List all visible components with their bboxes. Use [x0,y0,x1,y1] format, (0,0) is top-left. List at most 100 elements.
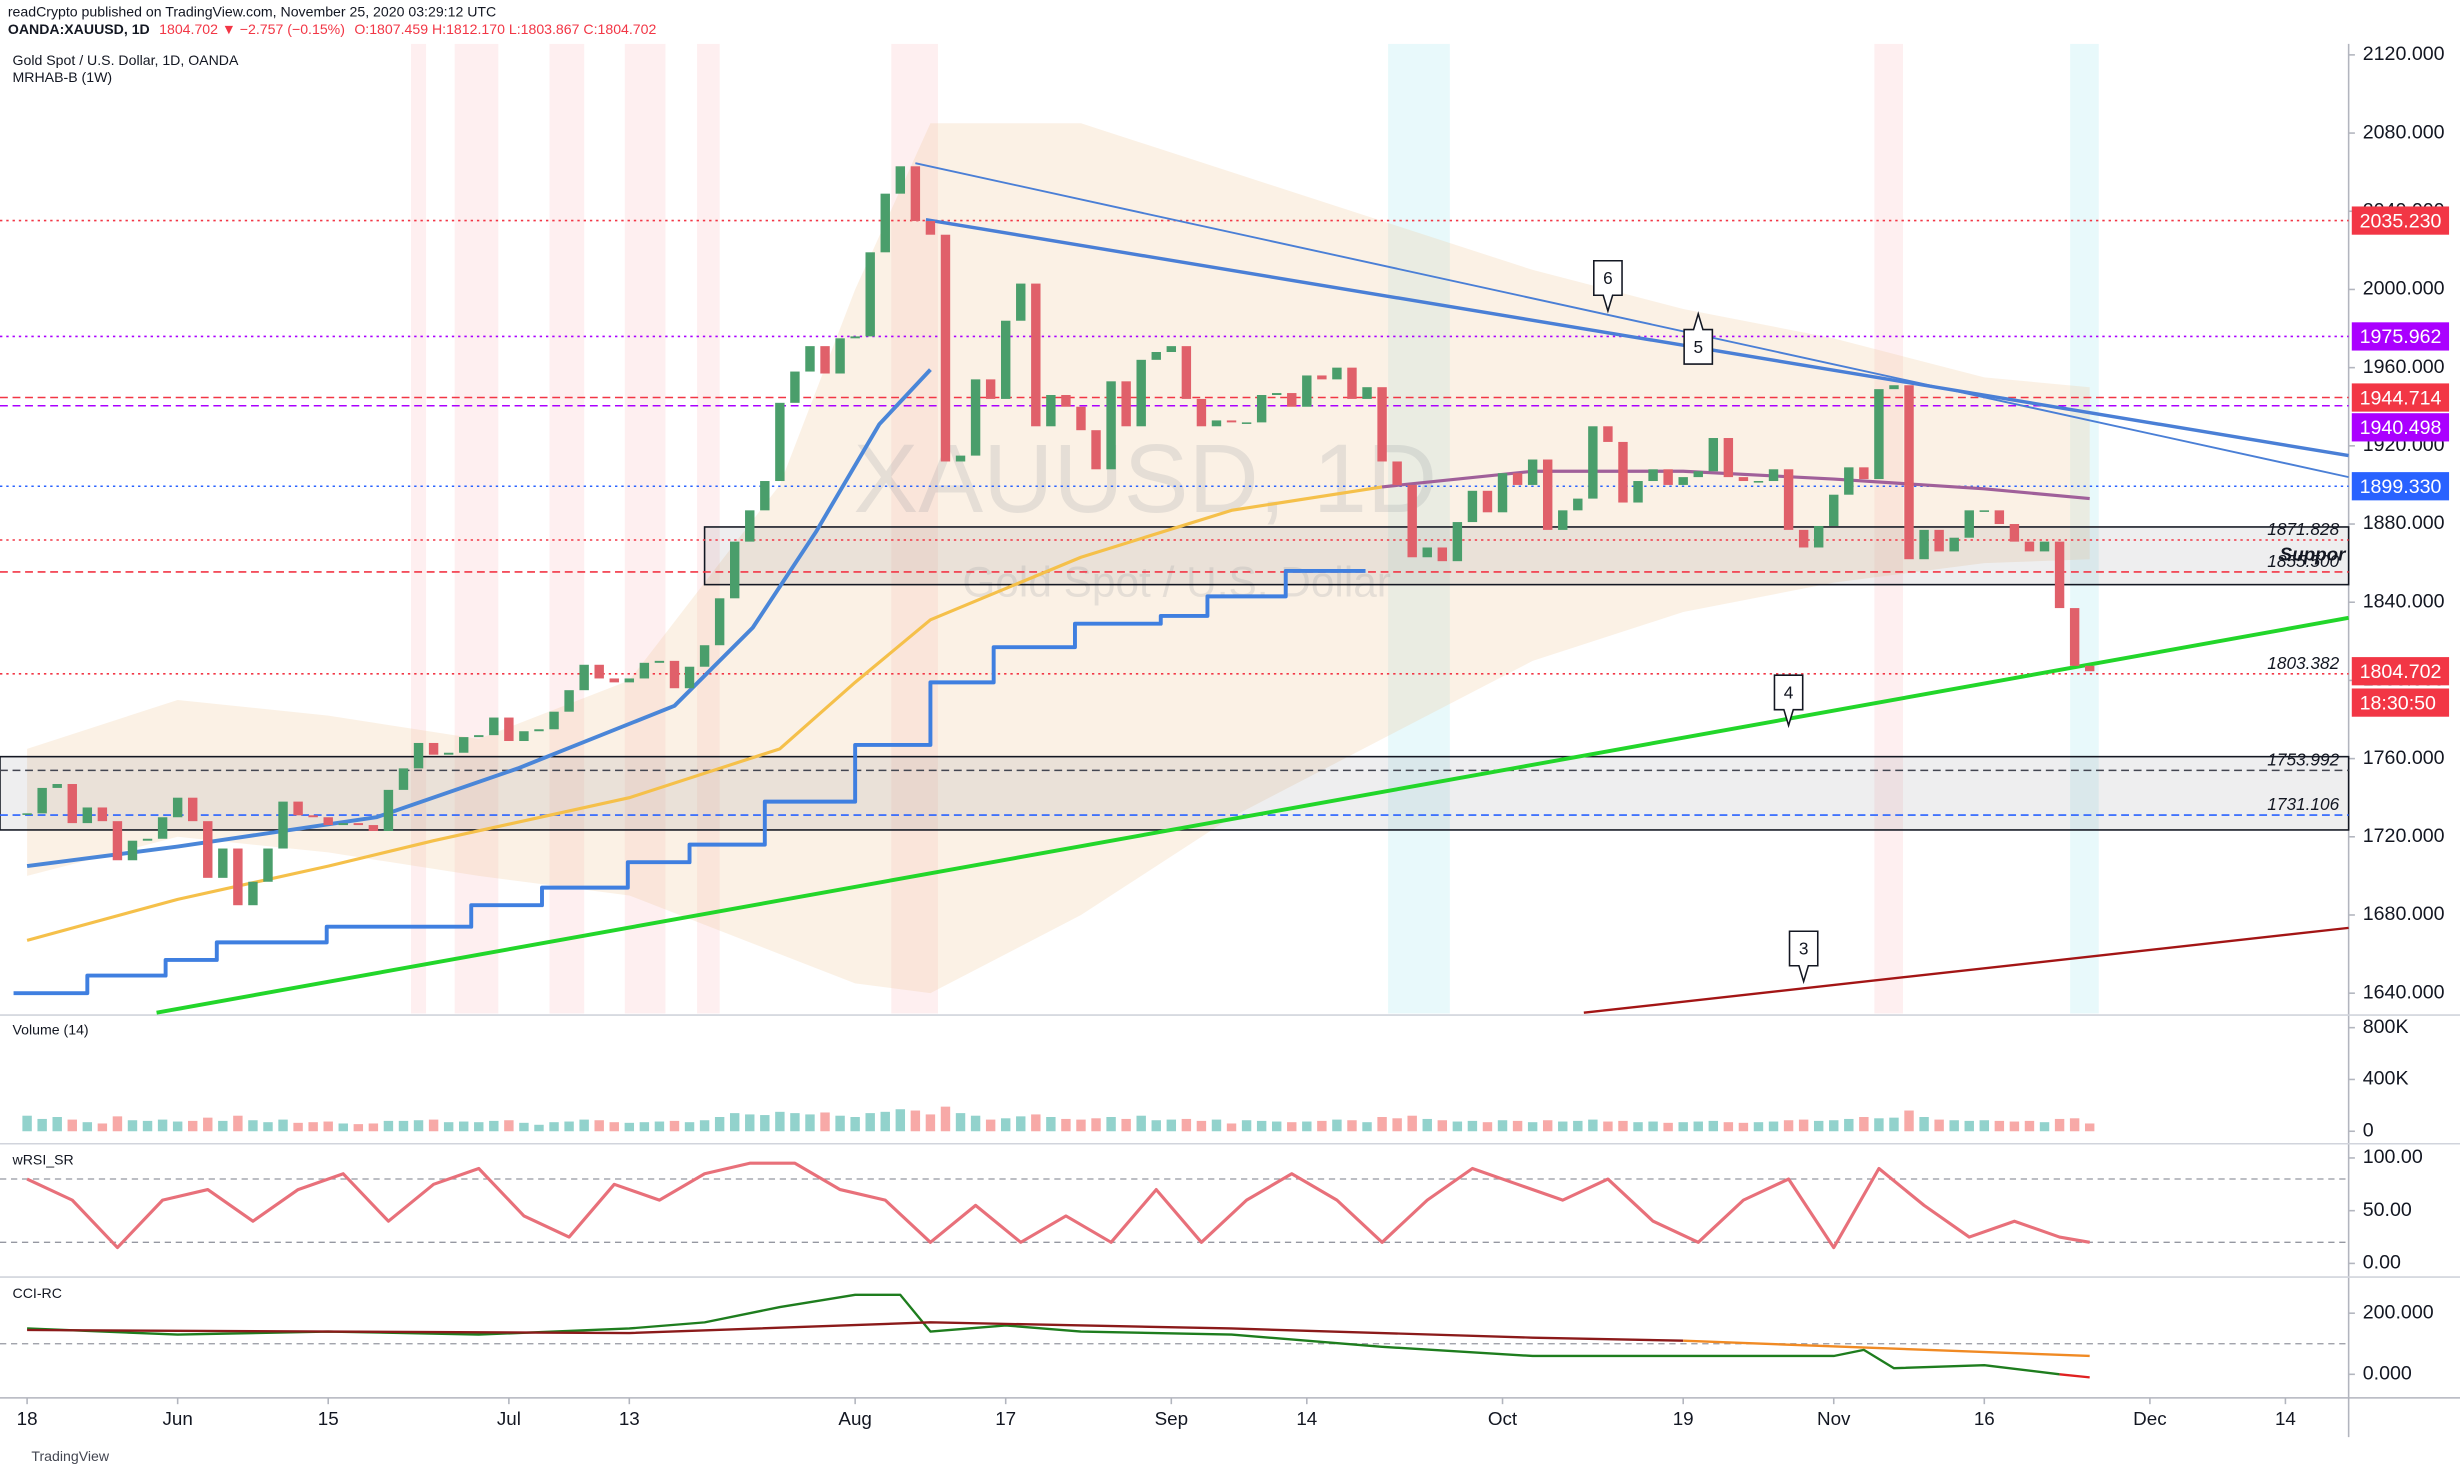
indicator-line [27,1321,1684,1342]
callout-label: 5 [1693,337,1703,357]
candle-body [714,598,725,646]
volume-bar [1016,1116,1026,1132]
candle-body [2039,541,2050,552]
volume-bar [1136,1115,1146,1132]
y-tick-label: 800K [2363,1016,2409,1038]
candle-body [684,666,695,689]
candle-body [1527,459,1538,485]
volume-bar [760,1115,770,1132]
x-tick-label: 17 [995,1408,1016,1429]
callout-label: 4 [1784,683,1794,703]
volume-bar [1512,1120,1523,1132]
volume-bar [1287,1122,1297,1132]
volume-bar [624,1122,635,1132]
candle-body [1844,467,1854,495]
candle-body [383,789,394,831]
volume-bar [1467,1120,1478,1132]
highlight-band [454,43,499,1014]
volume-bar [1798,1119,1809,1132]
candle-body [1994,510,2005,525]
trend-line [1583,926,2349,1014]
candle-body [112,821,123,861]
candle-body [1076,406,1086,431]
volume-bar [1452,1121,1463,1132]
volume-bar [2009,1121,2020,1132]
candle-body [985,379,996,399]
x-tick-label: 14 [2275,1408,2296,1429]
volume-bar [37,1118,47,1132]
candle-body [1753,481,1764,483]
volume-bar [1076,1119,1086,1132]
volume-bar [353,1124,364,1132]
volume-bar [805,1114,815,1132]
candle-body [820,346,830,374]
candle-body [1934,529,1944,552]
volume-bar [398,1120,409,1132]
candle-body [1708,438,1719,472]
volume-bar [1889,1117,1899,1132]
volume-bar [2039,1122,2050,1132]
volume-bar [22,1115,32,1132]
candle-body [1467,490,1478,523]
volume-bar [1588,1119,1598,1132]
candle-body [1347,367,1357,399]
volume-bar [1708,1120,1719,1132]
highlight-band [1388,43,1450,1014]
candle-body [805,346,815,372]
volume-bar [413,1120,424,1132]
watermark-subtitle: Gold Spot / U.S. Dollar [962,558,1390,605]
volume-bar [1271,1121,1282,1132]
volume-bar [1332,1119,1342,1132]
candle-body [22,813,32,815]
y-tick-label: 2120.000 [2363,43,2445,65]
candle-body [910,166,921,222]
band-area [27,123,2090,994]
volume-bar [790,1113,800,1132]
price-label-bg [2351,206,2450,235]
volume-bar [443,1122,454,1132]
trend-line [925,217,2349,458]
x-tick-label: 19 [1673,1408,1694,1429]
candle-body [1603,426,1613,442]
candle-body [1904,385,1914,560]
y-tick-label: 200.000 [2363,1301,2434,1323]
candle-body [353,823,364,826]
volume-bar [564,1121,574,1132]
candle-body [413,742,424,769]
volume-bar [1181,1118,1192,1132]
candle-body [489,717,499,736]
candle-body [293,801,303,816]
volume-bar [1121,1118,1131,1132]
volume-bar [474,1122,484,1132]
x-tick-label: Jun [162,1408,192,1429]
candle-body [1407,484,1417,558]
candle-body [1437,547,1448,562]
x-tick-label: Sep [1155,1408,1188,1429]
highlight-band [2070,43,2099,1014]
x-tick-label: 14 [1296,1408,1317,1429]
price-label: 1944.714 [2360,387,2442,409]
volume-bar [323,1121,333,1132]
y-tick-label: 2000.000 [2363,278,2445,300]
candle-body [1121,381,1131,427]
volume-bar [850,1117,860,1132]
volume-bar [1542,1120,1553,1132]
candle-body [1422,547,1432,558]
callout-box [1788,930,1819,985]
volume-bar [519,1122,529,1132]
volume-bar [1151,1120,1161,1132]
volume-bar [278,1119,288,1132]
volume-bar [203,1117,213,1132]
volume-bar [549,1122,559,1132]
volume-bar [458,1121,469,1132]
annotation: Suppor [2280,544,2348,565]
volume-bar [1091,1118,1101,1132]
trend-line [156,615,2349,1015]
candle-body [368,825,379,831]
candle-body [1166,346,1177,353]
volume-bar [1904,1110,1914,1132]
volume-bar [940,1106,951,1132]
